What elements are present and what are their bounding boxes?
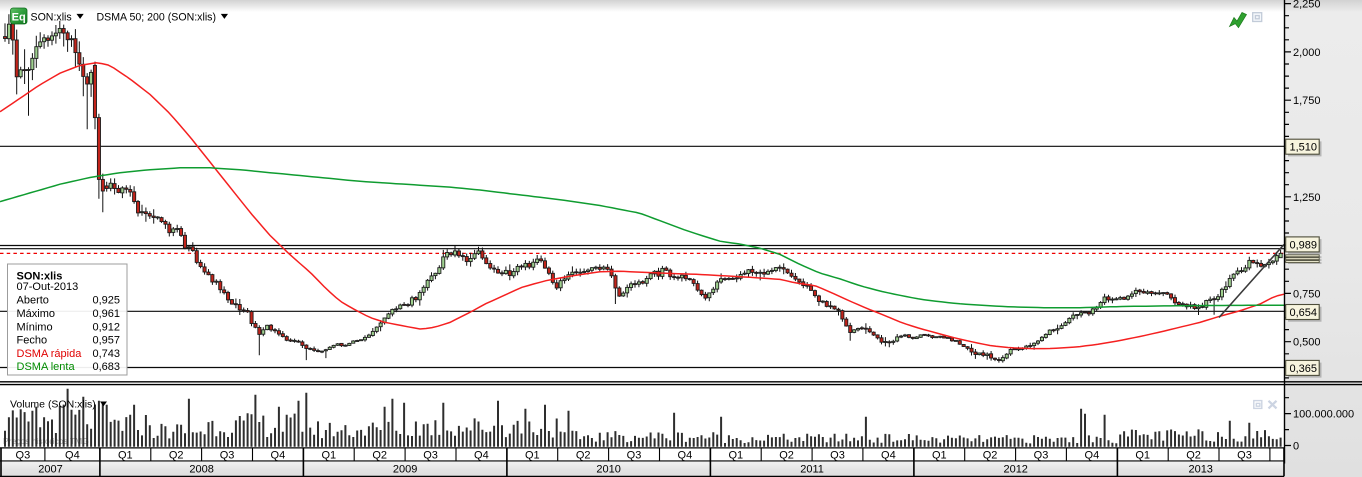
svg-text:Q3: Q3 [627, 450, 642, 462]
svg-text:Q2: Q2 [576, 450, 591, 462]
svg-text:Q1: Q1 [932, 450, 947, 462]
svg-text:DSMA rápida: DSMA rápida [17, 348, 83, 360]
svg-text:Volume (SON:xlis): Volume (SON:xlis) [10, 399, 96, 411]
svg-text:DSMA 50; 200 (SON:xlis): DSMA 50; 200 (SON:xlis) [97, 12, 217, 24]
svg-text:2012: 2012 [1003, 463, 1027, 475]
svg-text:2007: 2007 [38, 463, 62, 475]
svg-text:0: 0 [1293, 441, 1299, 453]
svg-text:Q4: Q4 [881, 450, 896, 462]
svg-text:SON:xlis: SON:xlis [31, 12, 72, 24]
svg-text:Mínimo: Mínimo [17, 322, 53, 334]
svg-text:0,500: 0,500 [1293, 337, 1321, 349]
svg-text:0,743: 0,743 [92, 348, 120, 360]
svg-text:Q2: Q2 [372, 450, 387, 462]
svg-text:Q1: Q1 [321, 450, 336, 462]
svg-text:Máximo: Máximo [17, 308, 56, 320]
svg-text:Q1: Q1 [728, 450, 743, 462]
svg-text:1,750: 1,750 [1293, 95, 1321, 107]
svg-text:0,750: 0,750 [1293, 288, 1321, 300]
svg-text:Q2: Q2 [169, 450, 184, 462]
svg-text:Q2: Q2 [779, 450, 794, 462]
svg-text:07-Out-2013: 07-Out-2013 [17, 281, 79, 293]
svg-text:0,957: 0,957 [92, 335, 120, 347]
svg-text:2008: 2008 [189, 463, 213, 475]
svg-text:Q1: Q1 [118, 450, 133, 462]
svg-text:Q2: Q2 [983, 450, 998, 462]
svg-text:1,250: 1,250 [1293, 192, 1321, 204]
svg-text:DSMA lenta: DSMA lenta [17, 361, 76, 373]
svg-text:Q3: Q3 [830, 450, 845, 462]
svg-text:100.000.000: 100.000.000 [1293, 409, 1354, 421]
svg-text:Preços históricos TMG: Preços históricos TMG [3, 436, 89, 446]
svg-text:0,912: 0,912 [92, 322, 120, 334]
svg-text:Q1: Q1 [1135, 450, 1150, 462]
svg-text:2010: 2010 [596, 463, 620, 475]
svg-text:Q3: Q3 [16, 450, 31, 462]
svg-text:Q3: Q3 [423, 450, 438, 462]
svg-text:0,989: 0,989 [1290, 239, 1318, 251]
svg-text:Eq: Eq [12, 11, 26, 23]
svg-text:Q3: Q3 [220, 450, 235, 462]
svg-text:Fecho: Fecho [17, 335, 48, 347]
svg-text:2009: 2009 [393, 463, 417, 475]
svg-text:Q2: Q2 [1186, 450, 1201, 462]
svg-text:Q3: Q3 [1034, 450, 1049, 462]
svg-text:2,000: 2,000 [1293, 47, 1321, 59]
svg-text:Aberto: Aberto [17, 295, 49, 307]
svg-text:Q4: Q4 [1085, 450, 1100, 462]
svg-text:SON:xlis: SON:xlis [17, 271, 63, 283]
svg-text:Q4: Q4 [474, 450, 489, 462]
svg-text:Q4: Q4 [65, 450, 80, 462]
svg-text:Q4: Q4 [271, 450, 286, 462]
svg-text:Q4: Q4 [678, 450, 693, 462]
svg-text:0,961: 0,961 [92, 308, 120, 320]
svg-text:0,654: 0,654 [1290, 307, 1318, 319]
svg-text:0,683: 0,683 [92, 361, 120, 373]
svg-text:1,510: 1,510 [1290, 142, 1318, 154]
svg-text:2,250: 2,250 [1293, 0, 1321, 11]
svg-text:2011: 2011 [800, 463, 824, 475]
svg-text:2013: 2013 [1188, 463, 1212, 475]
svg-text:Q1: Q1 [525, 450, 540, 462]
svg-text:Q3: Q3 [1237, 450, 1252, 462]
svg-text:0,925: 0,925 [92, 295, 120, 307]
svg-text:0,365: 0,365 [1290, 363, 1318, 375]
